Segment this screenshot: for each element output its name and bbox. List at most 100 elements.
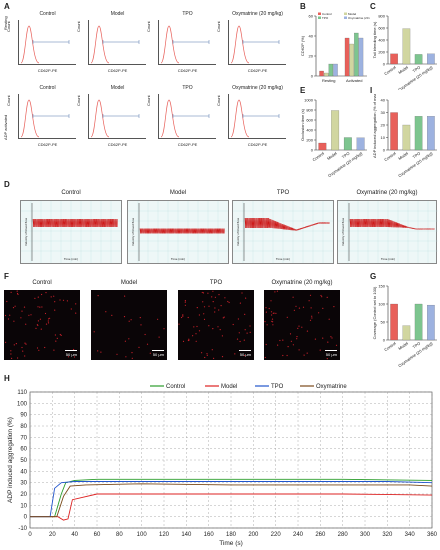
category-label: Model: [397, 151, 409, 161]
platelet-dot: [48, 318, 50, 320]
platelet-dot: [214, 307, 216, 309]
platelet-dot: [44, 346, 46, 349]
legend-swatch: [344, 16, 347, 19]
platelet-dot: [212, 328, 214, 330]
confocal-image: Model 50 μm: [91, 280, 167, 360]
platelet-dot: [234, 353, 236, 355]
platelet-dot: [66, 300, 68, 302]
platelet-dot: [201, 291, 203, 294]
platelet-dot: [36, 324, 39, 326]
category-label: Model: [326, 151, 338, 161]
y-tick-label: 10: [381, 135, 386, 140]
platelet-dot: [25, 323, 27, 325]
flow-xlabel: CD62P-PE: [107, 142, 128, 147]
flow-ylabel: Count: [146, 21, 151, 32]
x-tick-label: 160: [204, 532, 215, 538]
platelet-dot: [268, 307, 270, 310]
platelet-dot: [303, 354, 305, 356]
platelet-dot: [290, 340, 292, 342]
y-tick-label: 600: [306, 118, 313, 123]
y-tick-label: 40: [20, 469, 27, 475]
platelet-dot: [13, 344, 15, 346]
platelet-dot: [265, 311, 267, 313]
y-tick-label: 60: [309, 14, 314, 19]
flow-xlabel: CD62P-PE: [37, 142, 58, 147]
platelet-dot: [6, 300, 8, 303]
series-line: [30, 478, 433, 518]
scale-bar-line: [325, 350, 337, 351]
platelet-dot: [25, 343, 27, 345]
y-tick-label: 10: [20, 503, 27, 509]
scale-bar-label: 50 μm: [65, 352, 77, 357]
platelet-dot: [149, 352, 151, 354]
flow-ylabel: Count: [6, 95, 11, 106]
flow-histogram: Oxymatrine (20 mg/kg) CD62P-PE Count: [216, 85, 286, 147]
platelet-dot: [213, 357, 215, 359]
platelet-dot: [222, 317, 224, 319]
y-tick-label: 20: [309, 54, 314, 59]
platelet-dot: [203, 318, 206, 320]
platelet-dot: [214, 296, 216, 298]
bar: [344, 37, 350, 77]
platelet-dot: [265, 307, 267, 309]
platelet-dot: [15, 343, 17, 345]
platelet-dot: [38, 349, 40, 351]
platelet-dot: [124, 295, 126, 297]
category-label: Model: [397, 341, 409, 351]
platelet-dot: [221, 335, 223, 337]
trace-xlabel: Time (min): [171, 257, 185, 261]
platelet-dot: [21, 310, 23, 312]
y-tick-label: 60: [20, 447, 27, 453]
x-tick-label: 260: [315, 532, 326, 538]
trace-ylabel: Velocity of blood flow: [341, 217, 345, 246]
platelet-dot: [17, 357, 19, 359]
platelet-dot: [178, 323, 180, 325]
x-tick-label: 140: [181, 532, 192, 538]
platelet-dot: [22, 350, 24, 352]
flow-histogram: Model CD62P-PE Count: [76, 85, 146, 147]
platelet-dot: [23, 306, 26, 308]
flow-histogram: Control CD62P-PE Count: [6, 11, 76, 73]
platelet-dot: [193, 326, 195, 328]
legend-swatch: [344, 12, 347, 15]
platelet-dot: [276, 290, 278, 292]
platelet-dot: [202, 301, 204, 303]
flow-title: Oxymatrine (20 mg/kg): [232, 85, 283, 91]
platelet-dot: [295, 305, 297, 307]
platelet-dot: [279, 339, 281, 342]
platelet-dot: [214, 311, 216, 313]
y-tick-label: 600: [378, 26, 385, 31]
panel-label-b: B: [300, 2, 306, 11]
platelet-dot: [56, 337, 58, 339]
y-axis-label: ADP induced aggregation (%): [7, 417, 14, 503]
histogram-curve: [160, 25, 180, 64]
platelet-dot: [40, 328, 42, 330]
y-axis-label: Coverage (Control set to 100): [372, 286, 377, 339]
y-tick-label: 0: [311, 148, 314, 153]
platelet-dot: [54, 301, 56, 303]
platelet-dot: [14, 305, 16, 307]
flow-title: Control: [39, 85, 56, 91]
legend-label: Oxymatrine (20 mg/kg): [348, 16, 370, 20]
confocal-title: TPO: [209, 280, 223, 286]
platelet-dot: [195, 333, 197, 335]
trace-xlabel: Time (min): [276, 257, 290, 261]
platelet-dot: [28, 314, 30, 316]
y-tick-label: 70: [20, 435, 27, 441]
platelet-dot: [238, 332, 240, 334]
platelet-dot: [70, 308, 72, 310]
platelet-dot: [211, 349, 213, 351]
platelet-dot: [59, 333, 61, 336]
platelet-dot: [308, 300, 310, 302]
platelet-dot: [24, 355, 26, 357]
flow-title: TPO: [182, 11, 193, 17]
y-tick-label: 400: [306, 128, 313, 133]
platelet-dot: [228, 301, 230, 304]
panel-label-h: H: [4, 374, 10, 383]
trace-title: Control: [61, 190, 81, 196]
platelet-dot: [320, 294, 322, 297]
platelet-dot: [249, 331, 251, 333]
flow-title: Model: [110, 11, 125, 17]
flow-title: Oxymatrine (20 mg/kg): [232, 11, 283, 17]
